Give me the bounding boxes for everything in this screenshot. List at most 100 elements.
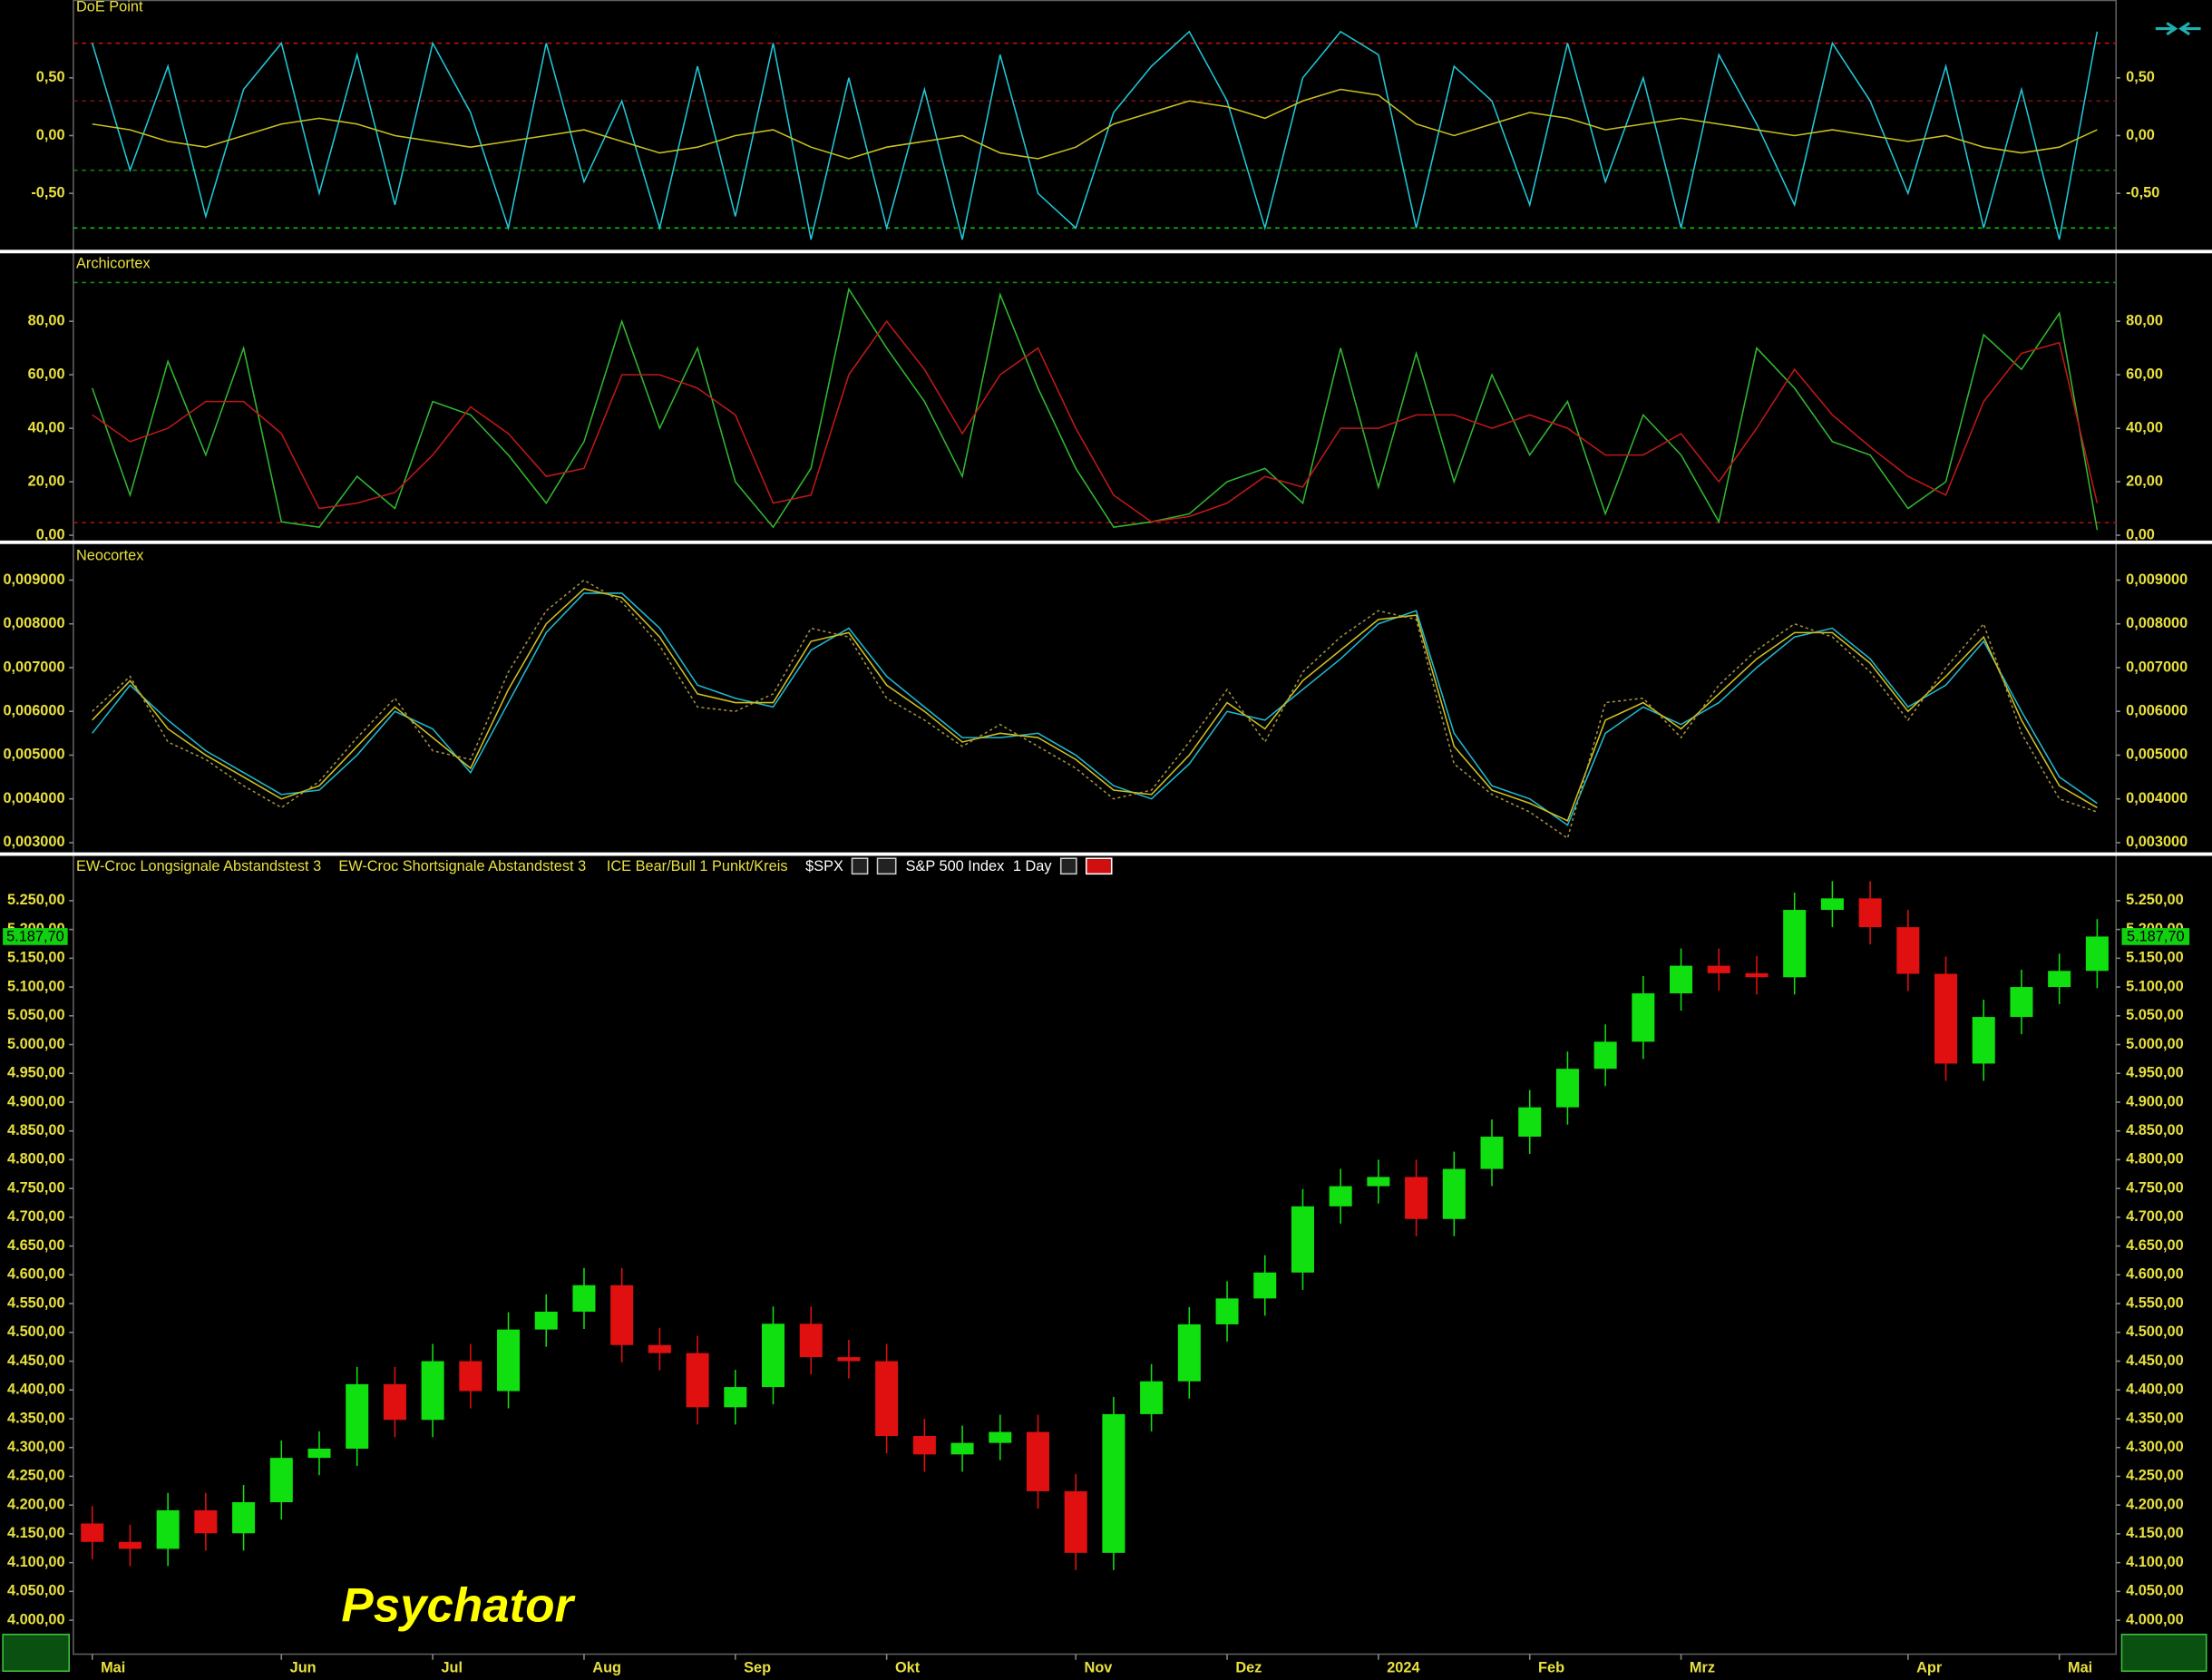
series-line — [92, 319, 2099, 523]
indicator-label: EW-Croc Longsignale Abstandstest 3 — [76, 858, 321, 874]
x-tick-label: Aug — [592, 1659, 621, 1675]
y-tick-label: 4.450,00 — [7, 1353, 65, 1369]
candle-body — [1253, 1272, 1277, 1299]
symbol-dropdown[interactable] — [851, 857, 869, 875]
candle-body — [686, 1353, 709, 1408]
y-tick-label: 4.650,00 — [7, 1237, 65, 1254]
scale-widget[interactable] — [2120, 1633, 2207, 1672]
candle-body — [1026, 1431, 1050, 1491]
y-tick-label: 0,003000 — [3, 834, 64, 850]
y-tick-label: 4.000,00 — [7, 1611, 65, 1627]
candle-body — [1442, 1168, 1466, 1219]
y-tick-label: 5.000,00 — [7, 1036, 65, 1052]
y-tick-label: 0,00 — [2126, 127, 2155, 143]
y-tick-label: 4.500,00 — [2126, 1323, 2184, 1340]
y-tick-label: 5.050,00 — [7, 1007, 65, 1023]
y-tick-label: 0,003000 — [2126, 834, 2188, 850]
candle-body — [307, 1448, 331, 1459]
panel-title: DoE Point — [76, 0, 143, 15]
candle-body — [1972, 1017, 1995, 1064]
y-tick-label: 4.150,00 — [2126, 1525, 2184, 1541]
last-price-box — [3, 928, 68, 945]
symbol[interactable]: $SPX — [805, 858, 843, 874]
candle-body — [610, 1284, 634, 1345]
x-tick-label: Dez — [1235, 1659, 1262, 1675]
y-tick-label: 4.400,00 — [2126, 1382, 2184, 1398]
candle-body — [156, 1509, 180, 1549]
interval[interactable]: 1 Day — [1013, 858, 1052, 874]
candle-body — [81, 1523, 104, 1542]
candle-body — [1820, 898, 1844, 911]
nav-arrows[interactable] — [2155, 22, 2201, 36]
x-tick-label: Jun — [290, 1659, 317, 1675]
y-tick-label: 0,50 — [36, 69, 65, 85]
candle-body — [459, 1361, 482, 1392]
candle-body — [534, 1311, 558, 1330]
y-tick-label: 5.000,00 — [2126, 1036, 2184, 1052]
candle-body — [1215, 1298, 1239, 1324]
series-line — [92, 287, 2099, 531]
y-tick-label: 4.900,00 — [2126, 1093, 2184, 1109]
y-tick-label: 5.050,00 — [2126, 1007, 2184, 1023]
candle-body — [1405, 1177, 1428, 1219]
y-tick-label: 4.100,00 — [7, 1554, 65, 1570]
candle-body — [1177, 1323, 1201, 1382]
y-tick-label: 4.850,00 — [7, 1122, 65, 1138]
panel-title: Neocortex — [76, 548, 143, 564]
y-tick-label: 0,00 — [2126, 526, 2155, 542]
y-tick-label: 4.550,00 — [7, 1294, 65, 1311]
last-price-box — [2121, 928, 2190, 945]
x-tick-label: Okt — [895, 1659, 921, 1675]
candle-body — [648, 1344, 671, 1353]
y-tick-label: 4.800,00 — [2126, 1151, 2184, 1167]
candle-body — [1480, 1137, 1504, 1169]
y-tick-label: 0,005000 — [2126, 747, 2188, 763]
x-tick-label: Mai — [2068, 1659, 2092, 1675]
instrument-name: S&P 500 Index — [906, 858, 1005, 874]
chart-type-dropdown[interactable] — [876, 857, 897, 875]
candle-body — [1934, 973, 1958, 1064]
y-tick-label: 0,00 — [36, 127, 65, 143]
y-tick-label: 0,005000 — [3, 747, 64, 763]
candle-body — [912, 1436, 936, 1455]
y-tick-label: -0,50 — [2126, 184, 2159, 200]
candle-body — [2048, 971, 2071, 988]
y-tick-label: 0,004000 — [2126, 790, 2188, 806]
y-tick-label: 5.150,00 — [7, 950, 65, 966]
last-price: 5.187,70 — [2127, 929, 2185, 945]
y-tick-label: 4.900,00 — [7, 1093, 65, 1109]
y-tick-label: 0,006000 — [3, 703, 64, 719]
candle-body — [1896, 927, 1920, 974]
scale-widget[interactable] — [2, 1633, 70, 1672]
y-tick-label: 4.050,00 — [7, 1583, 65, 1599]
candle-body — [421, 1361, 444, 1421]
y-tick-label: 4.150,00 — [7, 1525, 65, 1541]
y-tick-label: 80,00 — [28, 312, 65, 328]
plot-frame — [73, 0, 2118, 1656]
x-tick-label: Apr — [1916, 1659, 1943, 1675]
x-tick-label: Sep — [744, 1659, 771, 1675]
interval-dropdown[interactable] — [1059, 857, 1077, 875]
y-tick-label: 4.950,00 — [7, 1065, 65, 1081]
y-tick-label: 4.550,00 — [2126, 1294, 2184, 1311]
record-button[interactable] — [1085, 857, 1113, 875]
candle-body — [837, 1357, 861, 1362]
y-tick-label: 60,00 — [2126, 366, 2163, 382]
y-tick-label: 4.250,00 — [7, 1468, 65, 1484]
x-tick-label: Mrz — [1690, 1659, 1715, 1675]
y-tick-label: 4.400,00 — [7, 1382, 65, 1398]
y-tick-label: 4.600,00 — [2126, 1266, 2184, 1283]
series-line — [92, 579, 2098, 840]
y-tick-label: 4.350,00 — [2126, 1410, 2184, 1426]
candle-body — [724, 1387, 747, 1408]
y-tick-label: 4.650,00 — [2126, 1237, 2184, 1254]
x-tick-label: Mai — [101, 1659, 125, 1675]
panel-title: Archicortex — [76, 256, 151, 272]
candle-body — [232, 1501, 256, 1534]
candle-body — [875, 1361, 899, 1437]
y-tick-label: 4.250,00 — [2126, 1468, 2184, 1484]
y-tick-label: 4.750,00 — [7, 1179, 65, 1196]
y-tick-label: 5.150,00 — [2126, 950, 2184, 966]
